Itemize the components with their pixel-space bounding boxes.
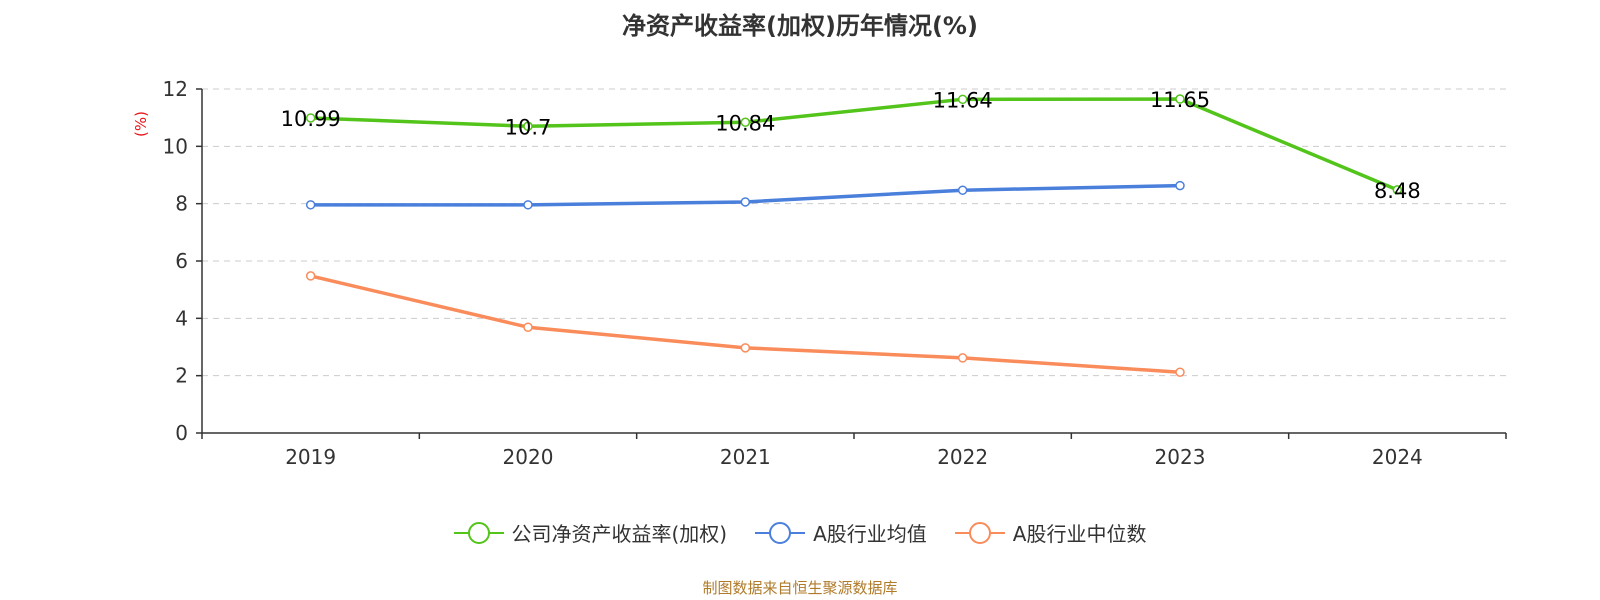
data-point xyxy=(305,271,316,281)
data-point xyxy=(1175,180,1185,191)
y-tick-label: 6 xyxy=(175,249,188,273)
x-tick-label: 2022 xyxy=(937,445,988,469)
data-point xyxy=(1175,94,1185,104)
series-lines xyxy=(305,94,1403,377)
legend-item[interactable]: A股行业中位数 xyxy=(954,518,1147,547)
x-tick-label: 2021 xyxy=(720,445,771,469)
data-point xyxy=(957,353,968,363)
data-point xyxy=(523,200,533,210)
legend-line-circle-icon xyxy=(453,521,504,544)
data-label: 11.64 xyxy=(933,88,993,112)
data-point xyxy=(523,322,533,332)
legend-marker xyxy=(769,521,792,544)
data-point xyxy=(740,343,751,353)
legend-marker xyxy=(467,521,490,544)
series-line xyxy=(310,97,1399,192)
source-footer: 制图数据来自恒生聚源数据库 xyxy=(702,579,898,597)
data-point xyxy=(957,94,968,105)
data-label: 11.65 xyxy=(1150,88,1210,112)
x-tick-label: 2019 xyxy=(285,445,336,469)
axes: 0 2 4 6 8 10 12 2019 2020 2021 2022 2023 2024 xyxy=(163,77,1507,469)
legend-marker xyxy=(968,521,991,544)
x-tick-label: 2023 xyxy=(1155,445,1206,469)
legend-item[interactable]: 公司净资产收益率(加权) xyxy=(453,518,728,547)
y-tick-label: 10 xyxy=(163,134,188,158)
data-label: 10.7 xyxy=(505,115,552,139)
data-point xyxy=(740,117,751,128)
y-tick-label: 4 xyxy=(175,306,188,330)
data-label: 10.99 xyxy=(281,107,341,131)
legend-line-circle-icon xyxy=(755,521,806,544)
data-point xyxy=(523,121,533,132)
chart-title: 净资产收益率(加权)历年情况(%) xyxy=(622,12,978,40)
series-line xyxy=(310,274,1181,374)
data-label: 8.48 xyxy=(1374,179,1421,203)
legend-label: 公司净资产收益率(加权) xyxy=(511,522,728,546)
data-point xyxy=(740,197,751,207)
x-tick-label: 2020 xyxy=(503,445,554,469)
legend: 公司净资产收益率(加权) A股行业均值 A股行业中位数 xyxy=(0,518,1600,547)
data-point xyxy=(305,200,316,210)
y-tick-label: 12 xyxy=(163,77,188,101)
x-tick-label: 2024 xyxy=(1372,445,1423,469)
legend-item[interactable]: A股行业均值 xyxy=(755,518,927,547)
data-label: 10.84 xyxy=(715,111,775,135)
data-point xyxy=(957,185,968,195)
data-labels: 10.99 10.7 10.84 11.64 11.65 8.48 xyxy=(281,88,1421,203)
data-point xyxy=(1392,185,1403,195)
y-axis-unit-label: (%) xyxy=(132,111,150,137)
data-point xyxy=(1175,367,1185,377)
legend-label: A股行业均值 xyxy=(813,522,927,546)
y-tick-label: 0 xyxy=(175,421,188,445)
y-tick-label: 8 xyxy=(175,192,188,216)
data-point xyxy=(305,113,316,123)
legend-label: A股行业中位数 xyxy=(1012,522,1147,546)
legend-line-circle-icon xyxy=(954,521,1005,544)
y-tick-label: 2 xyxy=(175,364,188,388)
grid-lines xyxy=(202,88,1506,377)
